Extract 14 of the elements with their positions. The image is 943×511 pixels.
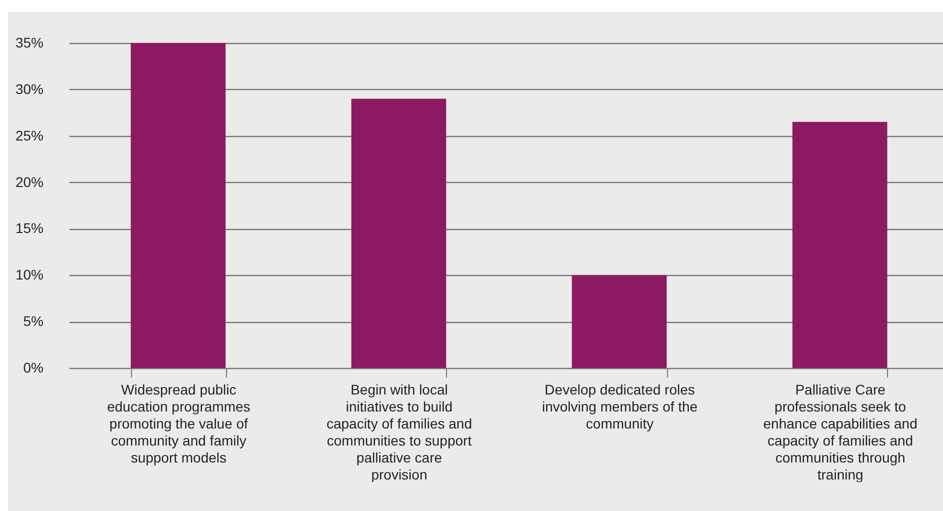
- bar: [130, 43, 226, 368]
- y-tick-label: 15%: [15, 220, 44, 236]
- bar: [572, 275, 667, 368]
- x-tick-label: Develop dedicated roles involving members of the community: [542, 382, 698, 432]
- y-tick-label: 30%: [15, 80, 44, 97]
- y-tick-label: 20%: [15, 174, 44, 190]
- y-tick-label: 35%: [15, 34, 44, 50]
- y-tick-label: 5%: [23, 313, 44, 330]
- bar: [351, 98, 446, 368]
- bar: [792, 122, 888, 368]
- y-tick-label: 0%: [23, 360, 44, 376]
- y-tick-label: 25%: [15, 127, 44, 144]
- y-tick-label: 10%: [15, 266, 44, 283]
- x-tick-label: Widespread public education programmes promoting the value of community and family support models: [107, 382, 250, 466]
